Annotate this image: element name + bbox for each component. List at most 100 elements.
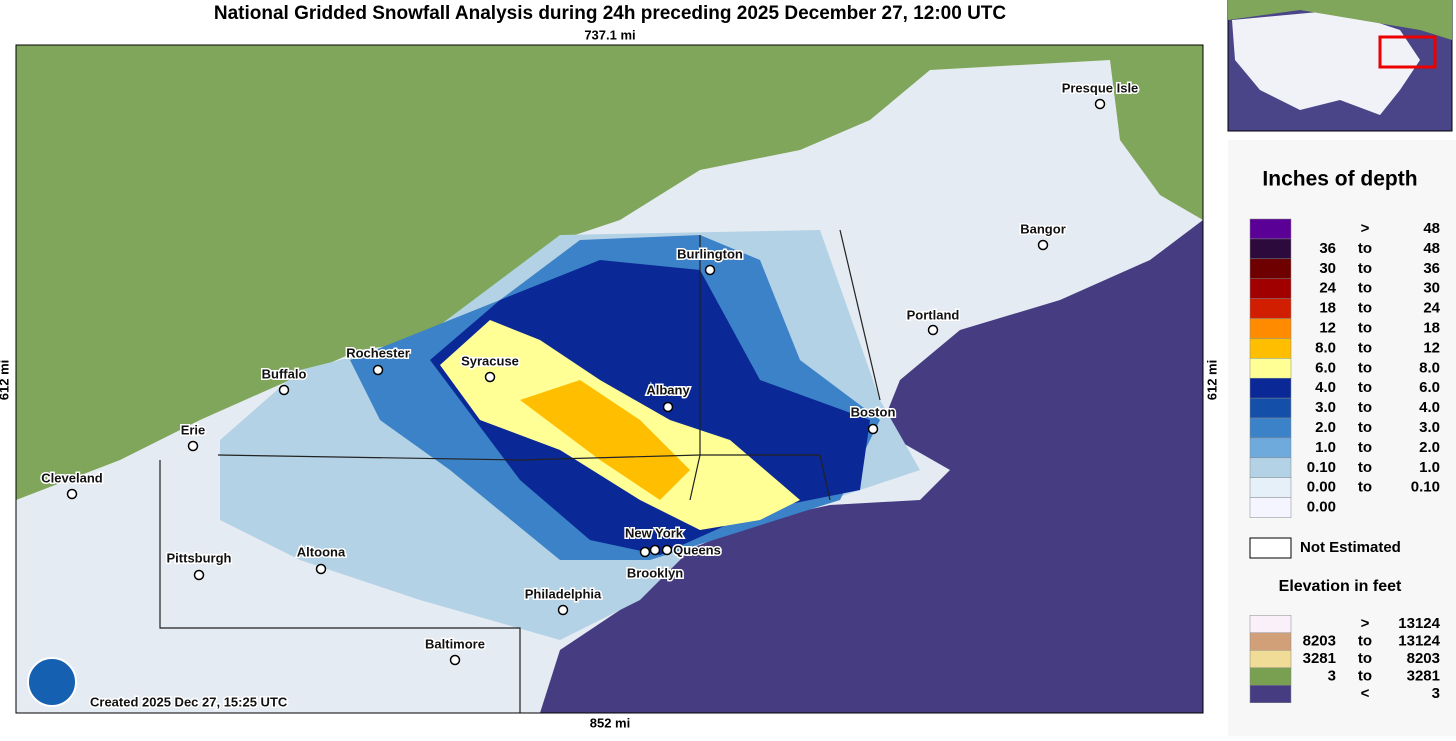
city-marker: [1094, 98, 1106, 110]
canada: [16, 45, 1203, 500]
not-estimated-label: Not Estimated: [1300, 539, 1401, 556]
legend-sep: >: [1361, 615, 1370, 632]
city-label: New York: [625, 525, 684, 540]
legend-sep: to: [1358, 300, 1372, 317]
legend-sep: to: [1358, 667, 1372, 684]
legend-sep: to: [1358, 379, 1372, 396]
legend-swatch: [1249, 685, 1292, 703]
city-label: Buffalo: [262, 366, 307, 381]
legend-sep: >: [1361, 220, 1370, 237]
elevation-title: Elevation in feet: [1279, 578, 1402, 595]
map-frame: [15, 44, 1204, 714]
border: [159, 460, 521, 713]
legend-swatch: [1249, 338, 1292, 359]
legend-sep: to: [1358, 240, 1372, 257]
border: [689, 235, 701, 501]
city-label: Altoona: [297, 544, 346, 559]
city-marker: [66, 488, 78, 500]
legend-swatch: [1249, 477, 1292, 498]
inset-canada: [1228, 0, 1452, 40]
legend-from: 0.00: [1307, 499, 1336, 516]
legend-swatch: [1249, 238, 1292, 260]
city-marker: [278, 384, 290, 396]
legend-sep: to: [1358, 359, 1372, 376]
legend-to: 4.0: [1419, 399, 1440, 416]
legend-title: Inches of depth: [1262, 168, 1417, 191]
legend-swatch: [1249, 377, 1292, 399]
legend-from: 36: [1319, 240, 1336, 257]
city-marker: [484, 371, 496, 383]
scale-right: 612 mi: [1204, 360, 1219, 400]
legend-sep: to: [1358, 280, 1372, 297]
legend-swatch: [1249, 278, 1292, 299]
legend-sep: to: [1358, 339, 1372, 356]
legend-from: 3: [1328, 667, 1336, 684]
city-label: Cleveland: [41, 470, 102, 485]
legend-to: 48: [1423, 220, 1440, 237]
legend-to: 36: [1423, 260, 1440, 277]
legend: Inches of depth Not Estimated Elevation …: [1228, 140, 1456, 736]
legend-sep: to: [1358, 459, 1372, 476]
city-marker: [557, 604, 569, 616]
city-marker: [1037, 239, 1049, 251]
legend-swatch: [1249, 457, 1292, 479]
legend-from: 30: [1319, 260, 1336, 277]
legend-from: 3281: [1303, 650, 1336, 667]
city-label: Philadelphia: [525, 586, 602, 601]
legend-swatch: [1249, 258, 1292, 280]
city-label: Syracuse: [461, 353, 519, 368]
city-marker: [315, 563, 327, 575]
legend-swatch: [1249, 218, 1292, 240]
legend-swatch: [1249, 397, 1292, 419]
city-marker: [187, 440, 199, 452]
legend-from: 24: [1319, 280, 1336, 297]
city-marker: [867, 423, 879, 435]
legend-from: 0.00: [1307, 479, 1336, 496]
legend-to: 13124: [1398, 632, 1440, 649]
legend-to: 12: [1423, 339, 1440, 356]
city-label: Queens: [673, 542, 721, 557]
legend-sep: to: [1358, 399, 1372, 416]
legend-from: 2.0: [1315, 419, 1336, 436]
legend-swatch: [1249, 497, 1292, 518]
legend-sep: to: [1358, 319, 1372, 336]
legend-to: 3: [1432, 685, 1440, 702]
legend-swatch: [1249, 632, 1292, 651]
map-title: National Gridded Snowfall Analysis durin…: [214, 3, 1007, 24]
inset: [1227, 0, 1453, 132]
legend-sep: <: [1361, 685, 1370, 702]
legend-to: 6.0: [1419, 379, 1440, 396]
city-label: Erie: [181, 422, 206, 437]
legend-to: 1.0: [1419, 459, 1440, 476]
legend-sep: to: [1358, 419, 1372, 436]
legend-swatch: [1249, 650, 1292, 668]
city-label: Brooklyn: [627, 565, 683, 580]
legend-swatch: [1249, 437, 1292, 459]
city-label: Baltimore: [425, 636, 485, 651]
scale-top: 737.1 mi: [584, 27, 635, 42]
city-marker: [704, 264, 716, 276]
scale-left: 612 mi: [0, 360, 11, 400]
city-label: Portland: [907, 307, 960, 322]
snow-orange: [520, 380, 690, 500]
city-label: Burlington: [677, 246, 743, 261]
legend-swatch: [1249, 667, 1292, 686]
city-marker: [649, 544, 661, 556]
city-label: Albany: [646, 382, 690, 397]
legend-swatch: [1249, 358, 1292, 379]
inset-us: [1232, 10, 1420, 115]
not-estimated-swatch: [1249, 537, 1292, 559]
inset-region: [1378, 35, 1437, 69]
legend-sep: to: [1358, 650, 1372, 667]
legend-to: 8203: [1407, 650, 1440, 667]
city-marker: [372, 364, 384, 376]
city-marker: [193, 569, 205, 581]
legend-to: 13124: [1398, 615, 1440, 632]
legend-to: 48: [1423, 240, 1440, 257]
legend-from: 4.0: [1315, 379, 1336, 396]
legend-sep: to: [1358, 479, 1372, 496]
city-marker: [449, 654, 461, 666]
legend-to: 18: [1423, 319, 1440, 336]
